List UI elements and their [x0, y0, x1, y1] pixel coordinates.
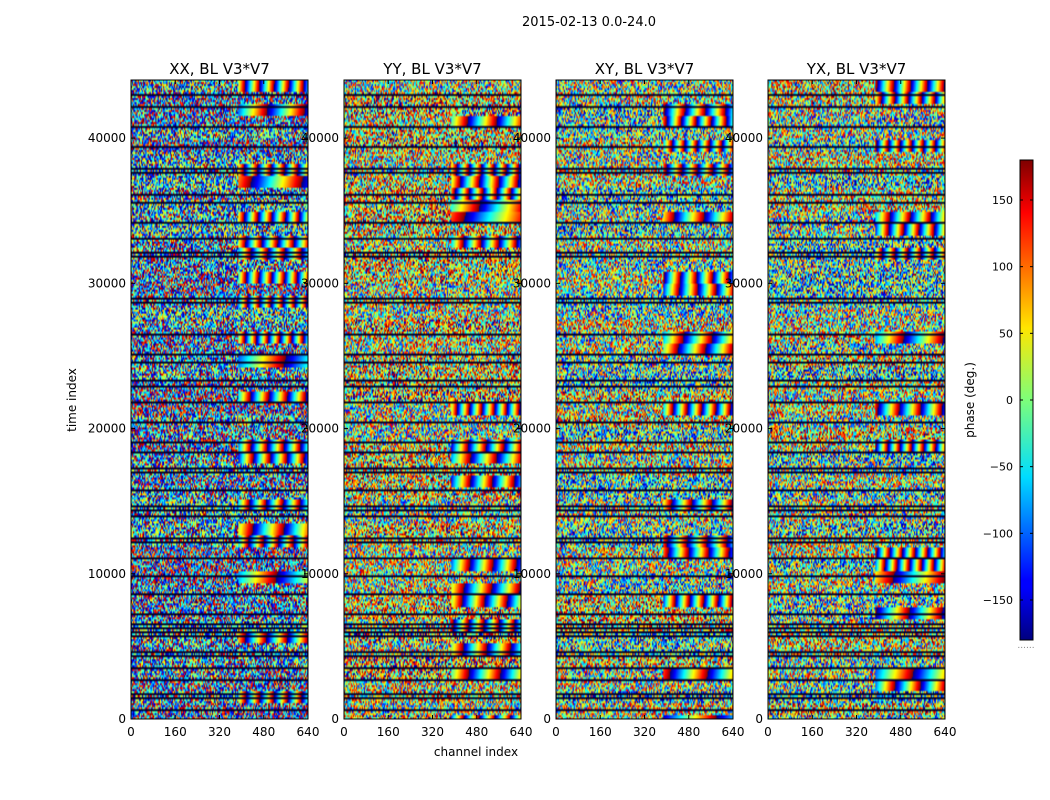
panel-title: YY, BL V3*V7: [382, 60, 481, 78]
x-tick-label: 640: [510, 725, 533, 739]
x-tick-label: 0: [340, 725, 348, 739]
x-tick-label: 480: [252, 725, 275, 739]
panel-title: YX, BL V3*V7: [806, 60, 907, 78]
colorbar-tick-label: −150: [983, 594, 1013, 607]
y-tick-label: 30000: [513, 276, 551, 290]
y-tick-label: 10000: [301, 567, 339, 581]
x-tick-label: 640: [722, 725, 745, 739]
x-tick-label: 160: [164, 725, 187, 739]
y-tick-label: 0: [118, 712, 126, 726]
y-tick-label: 20000: [725, 422, 763, 436]
y-tick-label: 10000: [513, 567, 551, 581]
x-tick-label: 320: [421, 725, 444, 739]
colorbar-tick-label: 0: [1006, 394, 1013, 407]
colorbar-tick-label: −50: [990, 461, 1013, 474]
panels: XX, BL V3*V7 0 160 320 480 640 0 10000 20000 3000…: [88, 60, 957, 739]
phase-heatmap: [768, 80, 945, 719]
x-tick-label: 320: [845, 725, 868, 739]
y-axis-label: time index: [65, 368, 79, 432]
x-tick-label: 640: [297, 725, 320, 739]
colorbar-footnote: ......: [1017, 641, 1034, 651]
y-tick-label: 20000: [301, 422, 339, 436]
x-tick-label: 480: [889, 725, 912, 739]
x-tick-label: 160: [377, 725, 400, 739]
panel-4: YX, BL V3*V7 0 160 320 480 640 0 10000 20000 3000…: [725, 60, 957, 739]
x-tick-label: 480: [677, 725, 700, 739]
phase-heatmap: [556, 80, 733, 719]
panel-1: XX, BL V3*V7 0 160 320 480 640 0 10000 20000 3000…: [88, 60, 320, 739]
y-tick-label: 40000: [725, 131, 763, 145]
phase-heatmap: [131, 80, 308, 719]
colorbar-tick-label: 50: [999, 327, 1013, 340]
x-tick-label: 320: [633, 725, 656, 739]
x-tick-label: 320: [208, 725, 231, 739]
panel-title: XY, BL V3*V7: [595, 60, 695, 78]
colorbar-tick-label: 150: [992, 194, 1013, 207]
figure-title: 2015-02-13 0.0-24.0: [522, 15, 656, 30]
y-tick-label: 40000: [88, 131, 126, 145]
colorbar: −150 −100 −50 0 50 100 150 phase (deg.) ......: [963, 159, 1035, 651]
colorbar-ticks: −150 −100 −50 0 50 100 150: [983, 194, 1033, 607]
x-tick-label: 0: [552, 725, 560, 739]
x-tick-label: 0: [764, 725, 772, 739]
y-tick-label: 10000: [88, 567, 126, 581]
x-axis-label: channel index: [434, 745, 518, 759]
x-tick-label: 160: [801, 725, 824, 739]
y-tick-label: 0: [543, 712, 551, 726]
y-tick-label: 10000: [725, 567, 763, 581]
colorbar-tick-label: −100: [983, 527, 1013, 540]
x-tick-label: 0: [127, 725, 135, 739]
y-tick-label: 0: [331, 712, 339, 726]
panel-title: XX, BL V3*V7: [169, 60, 270, 78]
y-tick-label: 40000: [513, 131, 551, 145]
x-tick-label: 480: [465, 725, 488, 739]
y-tick-label: 40000: [301, 131, 339, 145]
y-tick-label: 30000: [88, 276, 126, 290]
y-tick-label: 20000: [513, 422, 551, 436]
y-tick-label: 0: [755, 712, 763, 726]
y-tick-label: 20000: [88, 422, 126, 436]
y-tick-label: 30000: [725, 276, 763, 290]
panel-3: XY, BL V3*V7 0 160 320 480 640 0 10000 20000 3000…: [513, 60, 745, 739]
colorbar-label: phase (deg.): [963, 362, 977, 438]
phase-heatmap: [344, 80, 521, 719]
x-tick-label: 640: [934, 725, 957, 739]
colorbar-tick-label: 100: [992, 261, 1013, 274]
x-tick-label: 160: [589, 725, 612, 739]
y-tick-label: 30000: [301, 276, 339, 290]
panel-2: YY, BL V3*V7 0 160 320 480 640 0 10000 20000 3000…: [301, 60, 533, 739]
